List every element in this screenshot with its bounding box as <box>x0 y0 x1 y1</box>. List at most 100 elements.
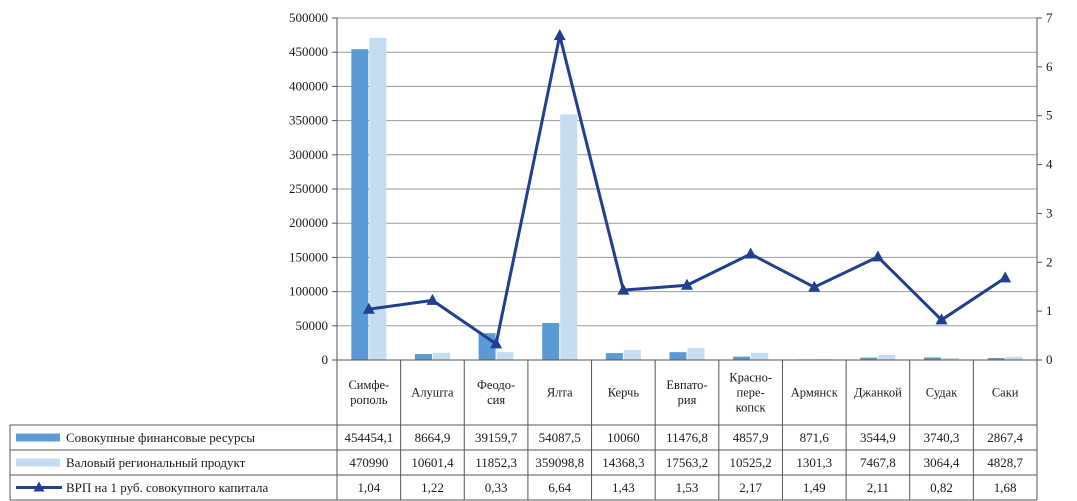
bar-series-1 <box>733 356 751 360</box>
table-cell-value: 871,6 <box>800 430 830 445</box>
category-label: Алушта <box>411 386 454 400</box>
category-label: Джанкой <box>854 386 902 400</box>
y-left-tick-label: 50000 <box>296 318 329 333</box>
category-label: Керчь <box>608 386 640 400</box>
category-label: Армянск <box>791 386 839 400</box>
table-cell-value: 454454,1 <box>344 430 393 445</box>
bar-series-2 <box>751 352 769 360</box>
category-label: Красно- <box>729 371 772 385</box>
bar-series-2 <box>560 114 578 360</box>
line-point-marker <box>871 250 884 262</box>
line-point-marker <box>681 278 693 290</box>
y-right-tick-label: 2 <box>1046 254 1053 269</box>
y-left-tick-label: 350000 <box>289 113 328 128</box>
category-label: копск <box>736 401 767 415</box>
y-right-tick-label: 3 <box>1046 205 1053 220</box>
bar-series-2 <box>432 352 450 360</box>
y-right-tick-label: 0 <box>1046 352 1053 367</box>
legend-label: ВРП на 1 руб. совокупного капитала <box>66 480 269 495</box>
table-cell-value: 2,17 <box>739 480 762 495</box>
table-cell-value: 7467,8 <box>860 455 896 470</box>
legend-key-bar <box>16 433 60 442</box>
table-cell-value: 3740,3 <box>924 430 960 445</box>
table-cell-value: 1,22 <box>421 480 444 495</box>
table-cell-value: 0,82 <box>930 480 953 495</box>
table-cell-value: 54087,5 <box>539 430 581 445</box>
y-left-tick-label: 150000 <box>289 249 328 264</box>
table-cell-value: 10601,4 <box>411 455 454 470</box>
table-cell-value: 4857,9 <box>733 430 769 445</box>
line-point-marker <box>362 302 375 314</box>
line-point-marker <box>426 293 439 305</box>
category-label: Судак <box>926 386 958 400</box>
bar-series-2 <box>1005 356 1023 360</box>
category-label: рополь <box>350 393 388 407</box>
legend-key-marker <box>33 481 45 492</box>
bar-series-2 <box>496 351 514 360</box>
y-left-tick-label: 0 <box>322 352 329 367</box>
y-left-tick-label: 100000 <box>289 284 328 299</box>
y-right-tick-label: 6 <box>1046 59 1053 74</box>
table-cell-value: 10525,2 <box>730 455 772 470</box>
table-cell-value: 1301,3 <box>796 455 832 470</box>
y-left-tick-label: 450000 <box>289 44 328 59</box>
bar-series-1 <box>542 323 560 360</box>
line-point-marker <box>744 247 757 259</box>
category-label: сия <box>487 393 505 407</box>
table-cell-value: 17563,2 <box>666 455 708 470</box>
y-right-tick-label: 5 <box>1046 108 1053 123</box>
legend-label: Валовый региональный продукт <box>66 455 246 470</box>
y-left-tick-label: 500000 <box>289 10 328 25</box>
bar-series-1 <box>924 357 942 360</box>
bar-series-1 <box>414 354 432 360</box>
line-point-marker <box>999 271 1012 283</box>
line-point-marker <box>553 29 566 41</box>
table-cell-value: 470990 <box>349 455 388 470</box>
category-label: Саки <box>992 386 1019 400</box>
category-label: Евпато- <box>666 378 707 392</box>
bar-series-1 <box>605 353 623 360</box>
table-cell-value: 4828,7 <box>987 455 1023 470</box>
bar-series-2 <box>623 350 641 360</box>
table-cell-value: 8664,9 <box>415 430 451 445</box>
line-point-marker <box>808 280 821 292</box>
table-cell-value: 0,33 <box>485 480 508 495</box>
line-point-marker <box>935 313 948 325</box>
line-point-marker <box>617 283 630 295</box>
bar-series-1 <box>987 358 1005 360</box>
bar-series-2 <box>687 347 705 360</box>
bar-series-2 <box>369 37 387 361</box>
category-label: Симфе- <box>348 378 389 392</box>
table-cell-value: 1,49 <box>803 480 826 495</box>
table-cell-value: 11476,8 <box>666 430 708 445</box>
table-cell-value: 1,68 <box>994 480 1017 495</box>
y-left-tick-label: 200000 <box>289 215 328 230</box>
bar-series-1 <box>669 352 687 360</box>
y-left-tick-label: 250000 <box>289 181 328 196</box>
table-cell-value: 3064,4 <box>924 455 960 470</box>
table-cell-value: 1,04 <box>357 480 380 495</box>
y-right-tick-label: 7 <box>1046 10 1053 25</box>
table-cell-value: 6,64 <box>548 480 571 495</box>
table-cell-value: 1,53 <box>676 480 699 495</box>
y-left-tick-label: 300000 <box>289 147 328 162</box>
table-cell-value: 359098,8 <box>535 455 584 470</box>
table-cell-value: 10060 <box>607 430 640 445</box>
table-cell-value: 14368,3 <box>602 455 644 470</box>
table-cell-value: 1,43 <box>612 480 635 495</box>
line-series <box>368 34 1007 346</box>
category-label: пере- <box>737 386 765 400</box>
y-right-tick-label: 4 <box>1046 157 1053 172</box>
table-cell-value: 39159,7 <box>475 430 518 445</box>
table-cell-value: 2867,4 <box>987 430 1023 445</box>
table-cell-value: 2,11 <box>867 480 889 495</box>
bar-series-1 <box>860 357 878 360</box>
y-right-tick-label: 1 <box>1046 303 1053 318</box>
category-label: Феодо- <box>477 378 515 392</box>
category-label: Ялта <box>547 386 573 400</box>
line-point-marker <box>490 337 503 349</box>
table-cell-value: 11852,3 <box>475 455 517 470</box>
bar-series-2 <box>942 357 960 360</box>
legend-key-bar <box>16 458 60 467</box>
